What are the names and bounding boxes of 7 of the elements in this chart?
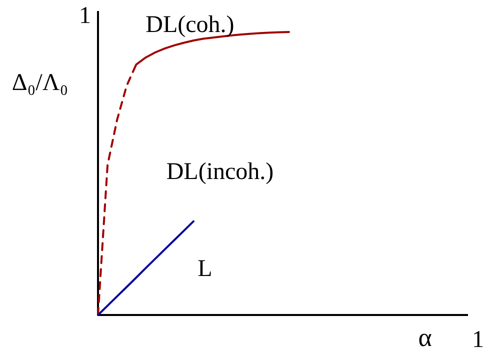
annotation: DL(coh.): [146, 12, 234, 38]
x-axis-title: α: [418, 323, 432, 349]
annotation: DL(incoh.): [166, 159, 274, 185]
text: 1: [472, 327, 484, 349]
annotation: L: [198, 256, 212, 282]
y-axis-title: Δ₀/Λ₀: [12, 70, 68, 96]
text: 1: [79, 3, 91, 29]
